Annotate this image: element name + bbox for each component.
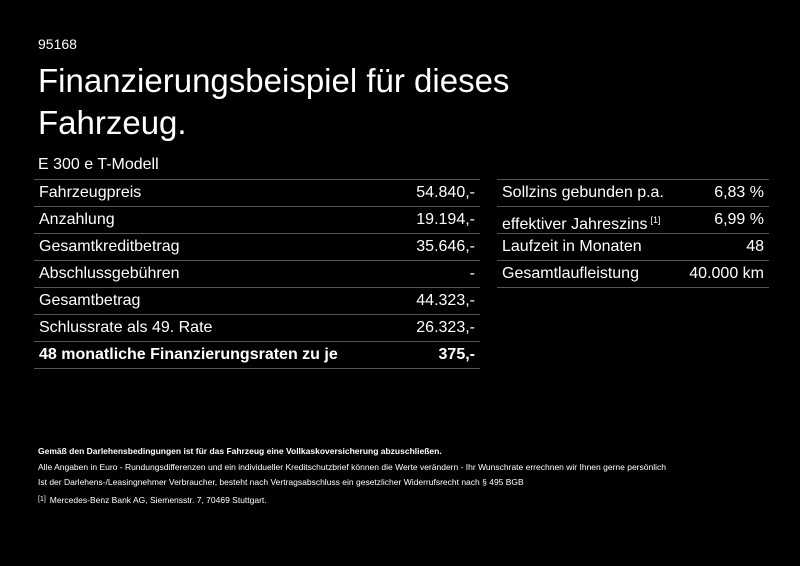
row-label: Sollzins gebunden p.a. — [502, 184, 664, 201]
row-value: - — [469, 265, 475, 282]
left-table: Fahrzeugpreis 54.840,- Anzahlung 19.194,- Ge… — [34, 179, 480, 369]
row-value: 19.194,- — [416, 211, 475, 228]
row-label: Schlussrate als 49. Rate — [39, 319, 213, 336]
row-value: 375,- — [438, 346, 475, 363]
title: Fahrzeug. — [38, 104, 187, 141]
table-row: Gesamtkreditbetrag 35.646,- — [34, 234, 480, 261]
row-value: 54.840,- — [416, 184, 475, 201]
note: Gemäß den Darlehensbedingungen ist für d… — [38, 446, 442, 456]
row-value: 26.323,- — [416, 319, 475, 336]
row-value: 6,83 % — [714, 184, 764, 201]
row-label: Fahrzeugpreis — [39, 184, 142, 201]
footnote: [1] Mercedes-Benz Bank AG, Siemensstr. 7,… — [38, 495, 267, 505]
row-label-wrap: Sollzins gebunden p.a. — [502, 180, 664, 206]
footnote-ref: [1] — [650, 215, 661, 225]
footnote-mark: [1] — [38, 496, 46, 503]
row-value: 6,99 % — [714, 211, 764, 228]
note: Alle Angaben in Euro - Rundungsdifferenz… — [38, 462, 666, 472]
row-value: 35.646,- — [416, 238, 475, 255]
row-label: Gesamtlaufleistung — [502, 265, 639, 282]
row-value: 40.000 km — [689, 265, 764, 282]
row-value: 48 — [746, 238, 764, 255]
row-label: Laufzeit in Monaten — [502, 238, 642, 255]
row-label-wrap: Gesamtlaufleistung — [502, 261, 639, 287]
row-label-wrap: Laufzeit in Monaten — [502, 234, 642, 260]
footnote-text: Mercedes-Benz Bank AG, Siemensstr. 7, 70… — [49, 495, 267, 505]
title: Finanzierungsbeispiel für dieses — [38, 62, 510, 99]
code: 95168 — [38, 36, 77, 52]
row-label-wrap: effektiver Jahreszins [1] — [502, 207, 661, 233]
row-label: Gesamtkreditbetrag — [39, 238, 180, 255]
table-row: Abschlussgebühren - — [34, 261, 480, 288]
row-label: 48 monatliche Finanzierungsraten zu je — [39, 346, 338, 363]
table-row: Sollzins gebunden p.a. 6,83 % — [497, 180, 769, 207]
row-label: Gesamtbetrag — [39, 292, 141, 309]
table-row: Fahrzeugpreis 54.840,- — [34, 180, 480, 207]
note: Ist der Darlehens-/Leasingnehmer Verbrau… — [38, 477, 524, 487]
row-label: Abschlussgebühren — [39, 265, 180, 282]
model: E 300 e T-Modell — [38, 156, 159, 173]
table-row: Schlussrate als 49. Rate 26.323,- — [34, 315, 480, 342]
row-value: 44.323,- — [416, 292, 475, 309]
table-row: Gesamtlaufleistung 40.000 km — [497, 261, 769, 288]
table-row: Gesamtbetrag 44.323,- — [34, 288, 480, 315]
table-row: effektiver Jahreszins [1] 6,99 % — [497, 207, 769, 234]
row-label: effektiver Jahreszins — [502, 216, 648, 233]
row-label: Anzahlung — [39, 211, 115, 228]
table-row: Laufzeit in Monaten 48 — [497, 234, 769, 261]
table-row: Anzahlung 19.194,- — [34, 207, 480, 234]
table-row: 48 monatliche Finanzierungsraten zu je 37… — [34, 342, 480, 369]
right-table: Sollzins gebunden p.a. 6,83 % effektiver J… — [497, 179, 769, 288]
